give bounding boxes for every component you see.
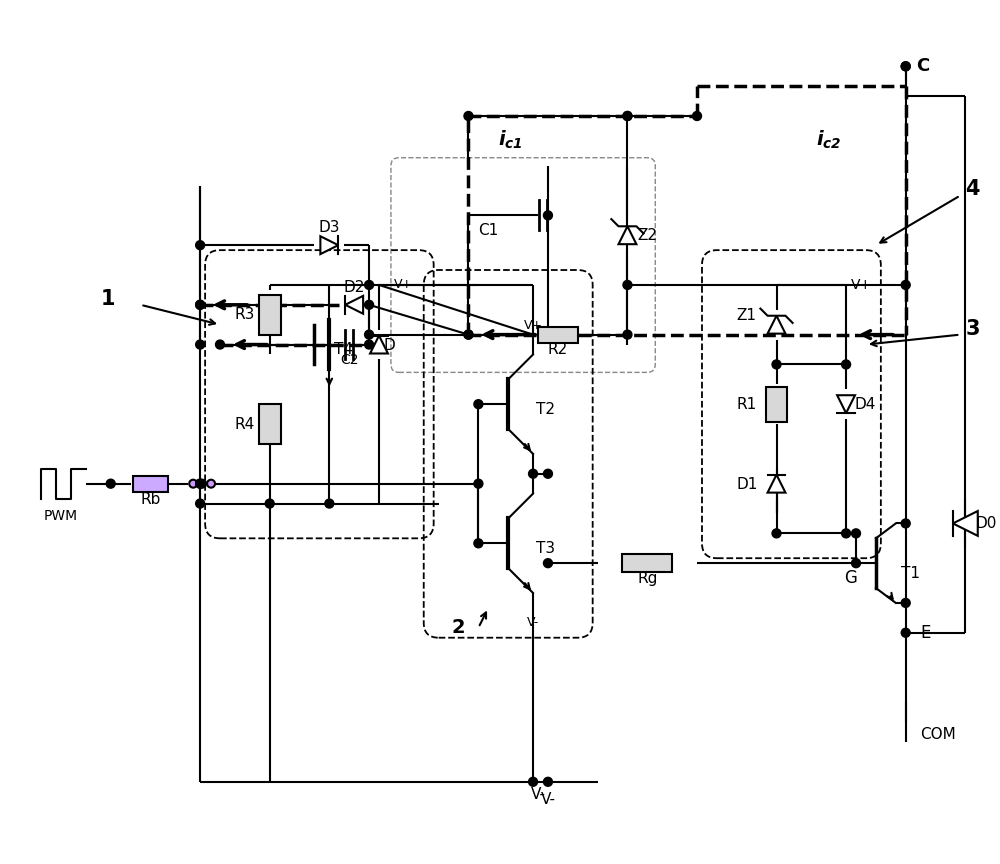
Text: C2: C2	[340, 353, 358, 367]
Circle shape	[196, 499, 205, 508]
Text: D0: D0	[975, 517, 997, 531]
Circle shape	[106, 480, 115, 488]
Polygon shape	[320, 236, 338, 254]
Circle shape	[901, 599, 910, 607]
Circle shape	[196, 301, 205, 309]
Text: V-: V-	[527, 616, 539, 629]
Circle shape	[196, 480, 205, 488]
Circle shape	[464, 330, 473, 339]
Circle shape	[852, 559, 860, 568]
Text: T4: T4	[334, 342, 353, 358]
Text: T2: T2	[536, 402, 555, 417]
Text: G: G	[845, 569, 857, 587]
Text: Z2: Z2	[637, 228, 657, 243]
Circle shape	[196, 301, 205, 309]
Circle shape	[365, 340, 374, 349]
Circle shape	[196, 340, 205, 349]
Text: R4: R4	[235, 416, 255, 431]
Circle shape	[772, 360, 781, 369]
Text: V-: V-	[540, 791, 555, 807]
Bar	[259, 295, 281, 334]
Circle shape	[852, 529, 860, 537]
Text: E: E	[921, 624, 931, 642]
Text: D3: D3	[319, 220, 340, 235]
Text: $\bfit{i_{c2}}$: $\bfit{i_{c2}}$	[816, 129, 842, 151]
Circle shape	[901, 62, 910, 71]
Text: R3: R3	[235, 308, 255, 322]
Circle shape	[365, 281, 374, 289]
Text: 4: 4	[965, 180, 980, 200]
Circle shape	[196, 241, 205, 250]
Circle shape	[207, 480, 215, 487]
Circle shape	[529, 778, 538, 786]
Circle shape	[265, 499, 274, 508]
Polygon shape	[837, 395, 855, 413]
Text: $\bfit{i_{c1}}$: $\bfit{i_{c1}}$	[498, 129, 523, 151]
Circle shape	[365, 330, 374, 339]
Circle shape	[198, 480, 206, 487]
Circle shape	[842, 360, 851, 369]
Circle shape	[196, 480, 205, 488]
Text: D1: D1	[737, 477, 758, 492]
Circle shape	[474, 400, 483, 409]
Circle shape	[474, 480, 483, 488]
Circle shape	[529, 469, 538, 478]
Circle shape	[623, 111, 632, 120]
Text: D: D	[384, 338, 396, 353]
Circle shape	[623, 330, 632, 339]
Circle shape	[623, 281, 632, 289]
Bar	[766, 387, 787, 422]
Text: Z1: Z1	[737, 308, 757, 323]
Text: COM: COM	[921, 727, 956, 742]
Text: R2: R2	[548, 342, 568, 358]
Text: V+: V+	[394, 278, 413, 291]
Text: C: C	[916, 57, 929, 75]
Bar	[259, 404, 281, 444]
Circle shape	[623, 111, 632, 120]
Text: 2: 2	[452, 618, 465, 637]
Circle shape	[842, 529, 851, 537]
Circle shape	[464, 330, 473, 339]
Circle shape	[325, 499, 334, 508]
Text: V+: V+	[523, 319, 543, 332]
Text: V+: V+	[851, 278, 872, 292]
Text: Rb: Rb	[140, 492, 161, 506]
Text: T3: T3	[536, 541, 555, 556]
Circle shape	[772, 529, 781, 537]
Circle shape	[901, 281, 910, 289]
Circle shape	[901, 628, 910, 638]
Bar	[538, 327, 578, 342]
Circle shape	[464, 111, 473, 120]
Circle shape	[901, 62, 910, 71]
Polygon shape	[768, 315, 785, 334]
Circle shape	[365, 301, 374, 309]
Text: 3: 3	[965, 319, 980, 339]
Text: T1: T1	[901, 566, 920, 581]
Circle shape	[543, 778, 552, 786]
Polygon shape	[345, 295, 363, 314]
Circle shape	[693, 111, 701, 120]
Bar	[622, 554, 672, 572]
Polygon shape	[768, 474, 785, 492]
Polygon shape	[619, 226, 636, 245]
Circle shape	[543, 559, 552, 568]
Text: Rg: Rg	[637, 571, 658, 586]
Text: PWM: PWM	[44, 509, 78, 523]
Text: D2: D2	[343, 280, 365, 295]
Polygon shape	[370, 335, 388, 353]
Text: 1: 1	[101, 289, 115, 308]
Circle shape	[543, 469, 552, 478]
Circle shape	[189, 480, 197, 487]
Text: C1: C1	[478, 223, 499, 238]
Circle shape	[474, 539, 483, 548]
Polygon shape	[953, 511, 978, 536]
Circle shape	[901, 519, 910, 528]
Circle shape	[543, 211, 552, 219]
Bar	[133, 476, 168, 492]
Text: D4: D4	[854, 397, 875, 412]
Text: V-: V-	[531, 787, 546, 802]
Circle shape	[216, 340, 224, 349]
Text: R1: R1	[737, 397, 757, 411]
